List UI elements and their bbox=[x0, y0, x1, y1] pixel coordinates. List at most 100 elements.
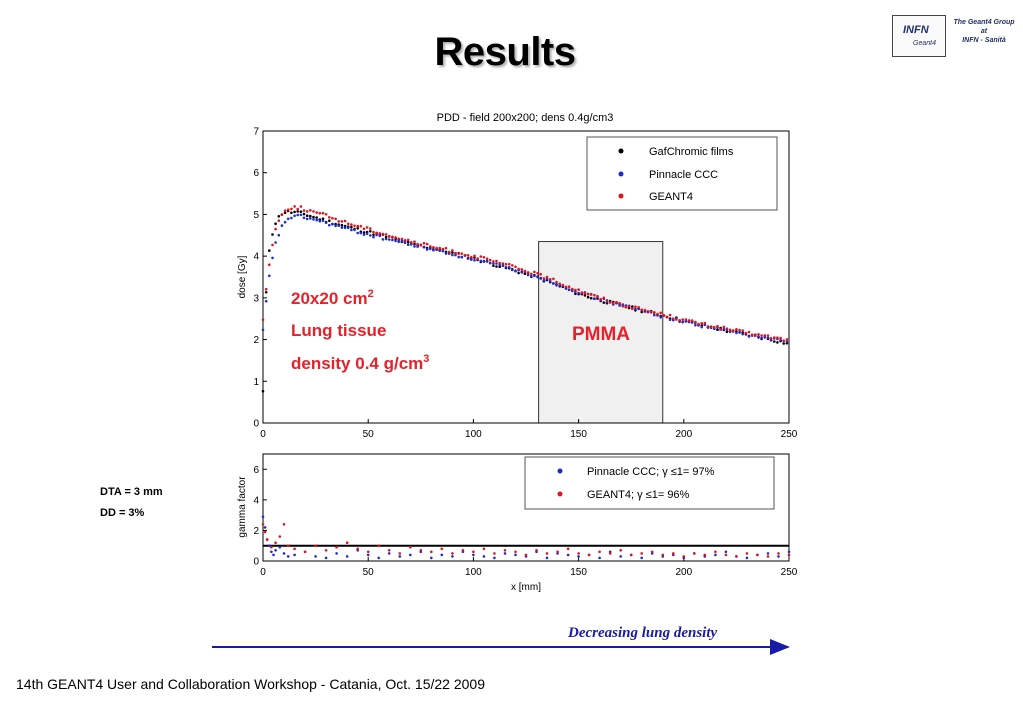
data-point-geant4-1-96 bbox=[377, 544, 381, 547]
data-point-gafchromic-films bbox=[312, 215, 315, 219]
data-point-gafchromic-films bbox=[725, 330, 729, 334]
data-point-geant4-1-96 bbox=[461, 549, 465, 552]
data-point-geant4-1-96 bbox=[345, 541, 349, 544]
data-point-pinnacle-ccc bbox=[264, 299, 268, 303]
data-point-geant4 bbox=[495, 259, 498, 263]
data-point-pinnacle-ccc bbox=[365, 232, 369, 235]
data-point-pinnacle-ccc bbox=[334, 224, 337, 228]
data-point-geant4-1-96 bbox=[335, 545, 338, 549]
dose-chart-title: PDD - field 200x200; dens 0.4g/cm3 bbox=[437, 112, 614, 124]
slide-title: Results bbox=[434, 30, 577, 74]
data-point-pinnacle-ccc bbox=[359, 231, 363, 235]
data-point-pinnacle-ccc bbox=[485, 260, 489, 263]
dose-axes-frame bbox=[262, 130, 790, 424]
data-point-geant4 bbox=[413, 240, 416, 243]
data-point-geant4-1-96 bbox=[714, 550, 717, 554]
y-tick-label: 1 bbox=[253, 377, 259, 388]
data-point-geant4 bbox=[596, 294, 599, 298]
gamma-xlabel: x [mm] bbox=[511, 582, 541, 593]
data-point-gafchromic-films bbox=[495, 265, 498, 268]
data-point-gafchromic-films bbox=[271, 233, 274, 236]
data-point-geant4 bbox=[463, 253, 467, 257]
data-point-geant4-1-96 bbox=[608, 552, 612, 555]
data-point-geant4 bbox=[507, 262, 511, 266]
data-point-pinnacle-ccc bbox=[514, 270, 517, 273]
data-point-geant4 bbox=[520, 268, 524, 271]
data-point-pinnacle-ccc bbox=[296, 213, 300, 217]
data-point-gafchromic-films bbox=[305, 214, 309, 217]
data-point-geant4 bbox=[567, 285, 571, 289]
data-point-pinnacle-ccc bbox=[432, 248, 435, 252]
data-point-gafchromic-films bbox=[384, 235, 388, 239]
data-point-geant4 bbox=[763, 334, 767, 337]
data-point-geant4 bbox=[725, 327, 729, 331]
data-point-geant4 bbox=[747, 330, 751, 334]
data-point-gafchromic-films bbox=[523, 272, 527, 276]
data-point-geant4-1-96 bbox=[735, 555, 738, 558]
data-point-geant4 bbox=[337, 220, 341, 223]
data-point-geant4 bbox=[381, 232, 385, 236]
data-point-pinnacle-ccc bbox=[381, 238, 385, 241]
data-point-geant4 bbox=[637, 306, 640, 309]
data-point-geant4 bbox=[359, 224, 363, 228]
data-point-pinnacle-ccc bbox=[343, 226, 347, 229]
data-point-gafchromic-films bbox=[602, 301, 606, 304]
data-point-geant4 bbox=[331, 216, 334, 220]
data-point-geant4-1-96 bbox=[409, 545, 412, 549]
data-point-geant4-1-96 bbox=[577, 552, 580, 555]
data-point-pinnacle-ccc-1-97 bbox=[282, 552, 286, 555]
data-point-pinnacle-ccc bbox=[552, 282, 555, 285]
x-tick-label: 0 bbox=[260, 567, 266, 578]
data-point-geant4-1-96 bbox=[503, 549, 507, 552]
data-point-geant4 bbox=[353, 224, 356, 228]
field-size-superscript: 2 bbox=[368, 288, 374, 300]
data-point-geant4-1-96 bbox=[324, 549, 328, 552]
data-point-geant4 bbox=[552, 277, 555, 281]
data-point-gafchromic-films bbox=[296, 210, 300, 213]
data-point-geant4 bbox=[539, 273, 542, 276]
data-point-pinnacle-ccc bbox=[372, 235, 375, 239]
data-point-geant4 bbox=[299, 205, 303, 208]
infn-logo: INFN Geant4 bbox=[892, 15, 946, 57]
data-point-gafchromic-films bbox=[372, 233, 375, 236]
data-point-geant4 bbox=[391, 235, 394, 239]
data-point-pinnacle-ccc bbox=[299, 213, 303, 217]
data-point-pinnacle-ccc bbox=[536, 275, 539, 279]
data-point-pinnacle-ccc bbox=[757, 335, 760, 338]
data-point-pinnacle-ccc bbox=[422, 245, 426, 249]
data-point-geant4-1-96 bbox=[398, 552, 402, 555]
data-point-geant4 bbox=[678, 319, 681, 322]
data-point-gafchromic-films bbox=[277, 215, 281, 218]
data-point-geant4-1-96 bbox=[472, 550, 475, 554]
data-point-pinnacle-ccc bbox=[425, 248, 429, 251]
data-point-pinnacle-ccc-1-97 bbox=[366, 553, 370, 557]
data-point-pinnacle-ccc-1-97 bbox=[314, 555, 317, 558]
data-point-gafchromic-films bbox=[589, 296, 593, 300]
data-point-geant4 bbox=[378, 232, 382, 235]
data-point-geant4 bbox=[738, 328, 741, 332]
data-point-geant4 bbox=[561, 283, 565, 287]
data-point-geant4 bbox=[315, 211, 319, 214]
data-point-gafchromic-films bbox=[369, 230, 372, 233]
data-point-pinnacle-ccc-1-97 bbox=[272, 553, 275, 557]
data-point-gafchromic-films bbox=[268, 249, 271, 252]
data-point-geant4 bbox=[681, 318, 684, 321]
data-point-geant4 bbox=[602, 296, 606, 300]
data-point-pinnacle-ccc bbox=[315, 218, 319, 222]
data-point-geant4 bbox=[498, 261, 502, 265]
data-point-pinnacle-ccc bbox=[567, 288, 571, 292]
y-tick-label: 0 bbox=[253, 557, 259, 568]
data-point-geant4-1-96 bbox=[293, 547, 296, 551]
data-point-pinnacle-ccc-1-97 bbox=[324, 556, 328, 560]
dd-note: DD = 3% bbox=[100, 507, 145, 519]
logo-caption-line: at bbox=[980, 28, 988, 35]
data-point-geant4 bbox=[375, 231, 378, 235]
data-point-pinnacle-ccc bbox=[457, 255, 461, 259]
data-point-geant4 bbox=[400, 237, 404, 241]
data-point-geant4 bbox=[429, 245, 432, 248]
data-point-pinnacle-ccc bbox=[356, 231, 360, 235]
data-point-geant4 bbox=[709, 325, 713, 329]
data-point-gafchromic-films bbox=[773, 340, 776, 343]
data-point-pinnacle-ccc-1-97 bbox=[640, 556, 643, 560]
data-point-geant4 bbox=[646, 310, 650, 313]
